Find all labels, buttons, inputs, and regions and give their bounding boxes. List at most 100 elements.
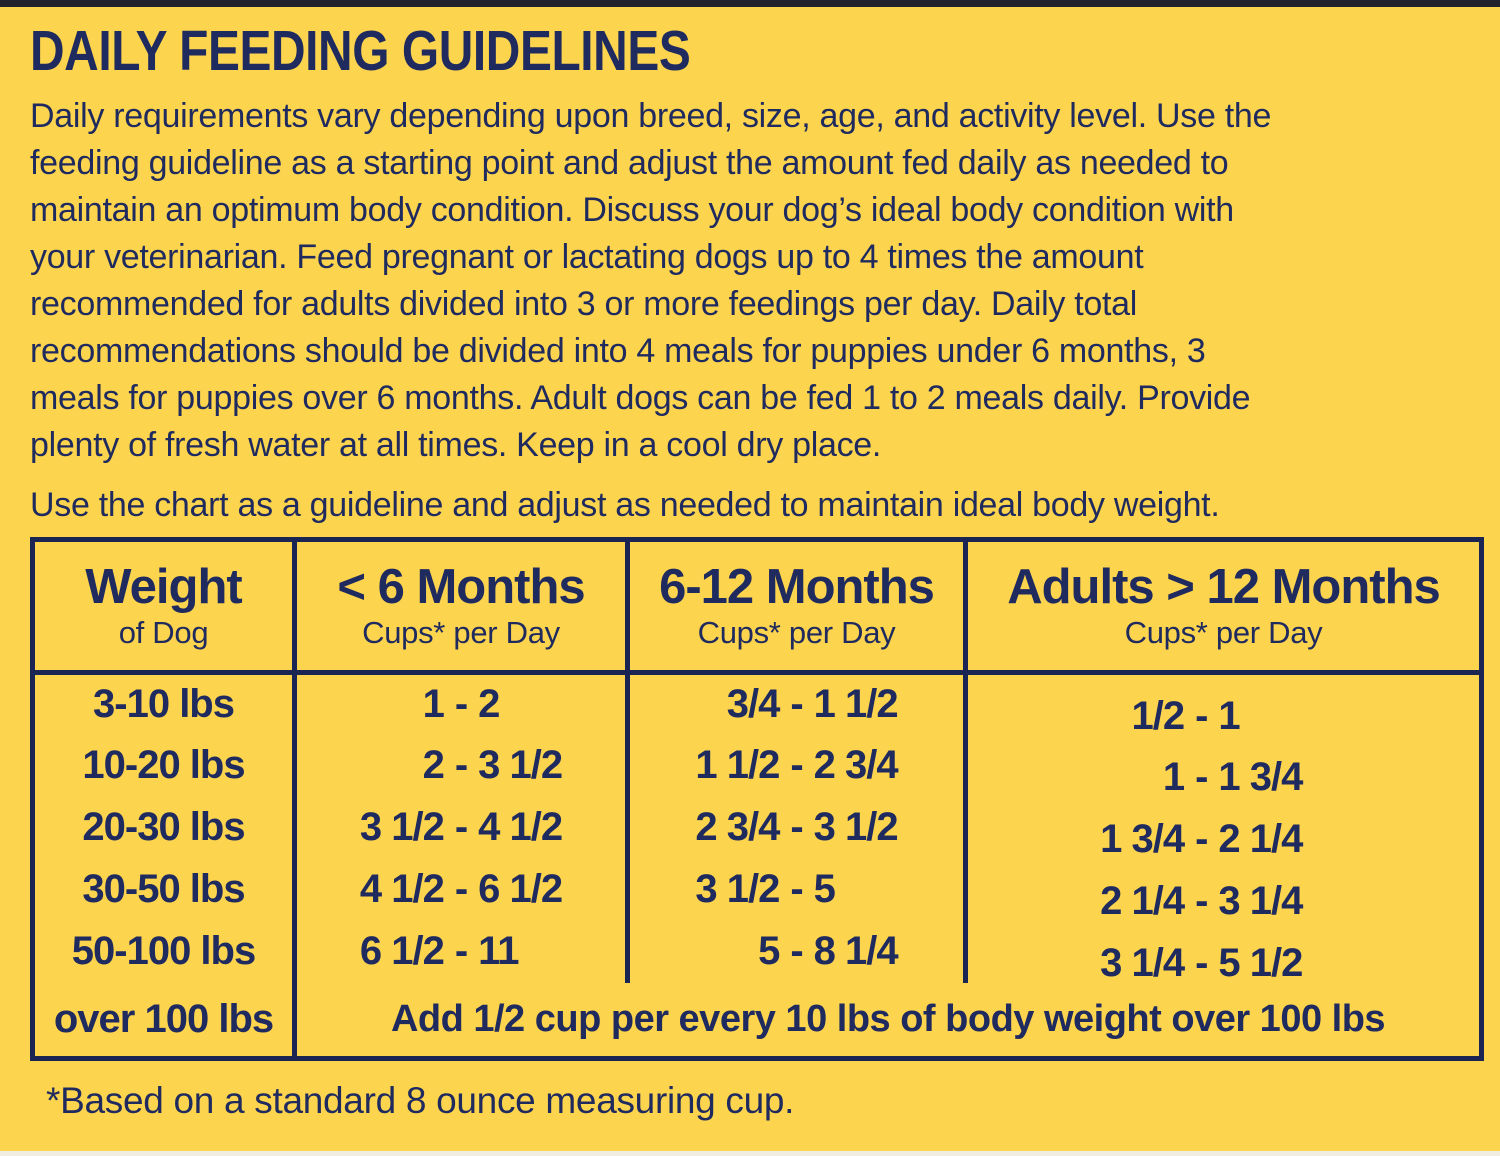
range-separator: -: [454, 743, 468, 787]
header-under-6-months-subtitle: Cups* per Day: [362, 615, 560, 650]
range-separator: -: [454, 929, 468, 973]
intro-paragraph: Daily requirements vary depending upon b…: [30, 97, 1272, 464]
cell-weight: 10-20 lbs: [82, 743, 245, 787]
range-separator: -: [1195, 694, 1208, 739]
range-low: 2 3/4: [695, 805, 780, 849]
page-title: DAILY FEEDING GUIDELINES: [30, 21, 1474, 81]
cell-weight: 20-30 lbs: [82, 805, 245, 849]
cell-6-12-months: 3/4-1 1/2: [625, 672, 966, 735]
cell-adults: 1-1 3/4: [963, 734, 1482, 800]
range-low: 3 1/4: [1100, 941, 1185, 985]
range-high: 2: [478, 682, 500, 727]
range-high: 11: [478, 929, 519, 973]
cell-6-12-months: 5-8 1/4: [625, 920, 966, 983]
table-row: 30-50 lbs 4 1/2-6 1/2 3 1/2-5 2 1/4-3 1/…: [33, 858, 1482, 924]
header-weight: Weight of Dog: [32, 539, 295, 675]
range-low: 3/4: [726, 682, 781, 727]
cups-range: 1 1/2-2 3/4: [630, 743, 963, 788]
cell-6-12-months: 1 1/2-2 3/4: [625, 734, 966, 797]
range-separator: -: [454, 867, 468, 911]
cell-weight: 30-50 lbs: [82, 867, 245, 911]
page-title-text: DAILY FEEDING GUIDELINES: [30, 19, 691, 83]
header-row: Weight of Dog < 6 Months Cups* per Day 6…: [32, 539, 1482, 675]
range-low: 1: [422, 682, 445, 727]
range-separator: -: [1195, 879, 1208, 923]
range-high: 1 1/2: [813, 682, 899, 727]
range-separator: -: [790, 929, 803, 973]
cups-range: 1-1 3/4: [968, 755, 1479, 800]
range-low: 1 1/2: [695, 743, 780, 787]
measuring-cup-footnote: *Based on a standard 8 ounce measuring c…: [46, 1080, 795, 1121]
cups-range: 2 1/4-3 1/4: [968, 879, 1479, 924]
header-6-12-months: 6-12 Months Cups* per Day: [625, 539, 966, 675]
range-low: 4 1/2: [359, 867, 445, 911]
range-separator: -: [1195, 817, 1208, 861]
cell-adults: 2 1/4-3 1/4: [963, 858, 1482, 924]
range-separator: -: [790, 805, 803, 849]
range-separator: -: [1195, 755, 1208, 799]
table-row: 50-100 lbs 6 1/2-11 5-8 1/4 3 1/4-5 1/2: [33, 920, 1482, 986]
cups-range: 1 3/4-2 1/4: [968, 817, 1479, 862]
range-high: 3 1/2: [478, 743, 563, 787]
range-high: 4 1/2: [478, 805, 563, 849]
table-row: 20-30 lbs 3 1/2-4 1/2 2 3/4-3 1/2 1 3/4-…: [33, 796, 1482, 862]
range-low: 3 1/2: [359, 805, 445, 849]
range-high: 5 1/2: [1218, 941, 1303, 985]
header-adults-subtitle: Cups* per Day: [1124, 615, 1323, 650]
header-weight-title: Weight: [85, 560, 242, 614]
feeding-guidelines-label: DAILY FEEDING GUIDELINES Daily requireme…: [0, 7, 1500, 1123]
cups-range: 5-8 1/4: [630, 929, 963, 974]
range-low: 1: [1162, 755, 1185, 799]
range-high: 6 1/2: [478, 867, 563, 911]
range-high: 1: [1218, 694, 1240, 739]
header-under-6-months-title: < 6 Months: [337, 560, 585, 614]
range-separator: -: [454, 805, 468, 849]
table-row-over-100: over 100 lbs Add 1/2 cup per every 10 lb…: [33, 982, 1482, 1059]
cell-adults: 1 3/4-2 1/4: [963, 796, 1482, 862]
range-low: 1 3/4: [1100, 817, 1185, 861]
range-high: 3 1/2: [813, 805, 899, 849]
range-separator: -: [790, 682, 803, 727]
range-separator: -: [1195, 941, 1208, 985]
range-low: 2: [422, 743, 445, 787]
chart-usage-note: Use the chart as a guideline and adjust …: [30, 486, 1220, 524]
photo-bottom-edge: [0, 1151, 1500, 1156]
header-6-12-months-title: 6-12 Months: [659, 560, 935, 614]
range-low: 2 1/4: [1100, 879, 1185, 923]
range-low: 6 1/2: [359, 929, 445, 973]
cups-range: 3/4-1 1/2: [630, 682, 963, 727]
table-row: 3-10 lbs 1-2 3/4-1 1/2 1/2-1: [33, 672, 1482, 738]
cups-range: 3 1/4-5 1/2: [968, 941, 1479, 986]
cups-range: 2 3/4-3 1/2: [630, 805, 963, 850]
range-separator: -: [454, 682, 468, 727]
range-high: 2 3/4: [813, 743, 899, 787]
cell-6-12-months: 3 1/2-5: [625, 858, 966, 921]
range-separator: -: [790, 867, 803, 911]
cell-under-6-months: 2-3 1/2: [292, 734, 628, 797]
range-low: 1/2: [1131, 694, 1185, 739]
cell-under-6-months: 6 1/2-11: [292, 920, 628, 983]
cups-range: 1-2: [297, 682, 625, 727]
header-weight-subtitle: of Dog: [118, 615, 209, 650]
cell-6-12-months: 2 3/4-3 1/2: [625, 796, 966, 859]
header-6-12-months-subtitle: Cups* per Day: [697, 615, 896, 650]
cell-weight-over-100: over 100 lbs: [53, 996, 274, 1041]
header-under-6-months: < 6 Months Cups* per Day: [292, 539, 628, 675]
cell-over-100-note: Add 1/2 cup per every 10 lbs of body wei…: [292, 982, 1482, 1059]
cups-range: 3 1/2-4 1/2: [297, 805, 625, 850]
cell-weight: 3-10 lbs: [93, 682, 235, 727]
range-high: 2 1/4: [1218, 817, 1303, 861]
range-high: 5: [813, 867, 836, 911]
cups-range: 4 1/2-6 1/2: [297, 867, 625, 912]
cell-adults: 3 1/4-5 1/2: [963, 920, 1482, 986]
range-separator: -: [790, 743, 803, 787]
table-row: 10-20 lbs 2-3 1/2 1 1/2-2 3/4 1-1 3/4: [33, 734, 1482, 800]
feeding-table: Weight of Dog < 6 Months Cups* per Day 6…: [30, 537, 1484, 1061]
range-low: 5: [758, 929, 780, 973]
cell-under-6-months: 1-2: [292, 672, 628, 735]
cell-weight: 50-100 lbs: [71, 929, 256, 973]
header-adults-title: Adults > 12 Months: [1007, 560, 1441, 614]
cell-adults: 1/2-1: [963, 672, 1482, 738]
range-low: 3 1/2: [695, 867, 780, 911]
header-adults: Adults > 12 Months Cups* per Day: [963, 539, 1482, 675]
